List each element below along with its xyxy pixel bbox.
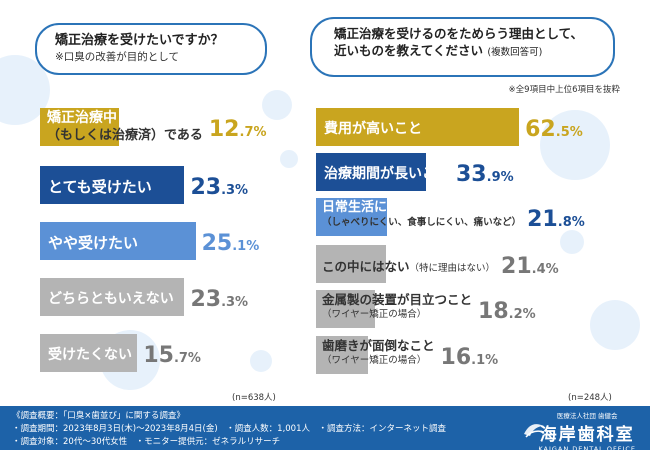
left-question-box: 矯正治療を受けたいですか？ ※口臭の改善が目的として — [35, 23, 267, 75]
left-bar-label: とても受けたい — [48, 178, 152, 196]
right-pct: 21.4% — [501, 254, 559, 279]
right-bar — [316, 153, 427, 191]
right-question-box: 矯正治療を受けるのをためらう理由として、 近いものを教えてください (複数回答可… — [310, 17, 615, 77]
right-question-line2: 近いものを教えてください (複数回答可) — [334, 43, 543, 58]
left-pct: 25.1% — [201, 231, 260, 256]
right-pct: 33.9% — [456, 162, 514, 187]
right-note: ※全9項目中上位6項目を抜粋 — [508, 85, 620, 95]
left-pct: 12.7% — [208, 117, 267, 142]
decor-bubble — [540, 110, 610, 180]
left-bar-label: 矯正治療中 （もしくは治療済）である — [47, 110, 203, 143]
right-bar-label: 金属製の装置が目立つこと （ワイヤー矯正の場合） — [322, 292, 473, 320]
right-bar-label: この中にはない（特に理由はない） — [322, 259, 496, 274]
decor-bubble — [250, 350, 272, 372]
clinic-logo-icon — [524, 424, 545, 438]
right-bar — [316, 245, 386, 283]
left-pct: 23.3% — [190, 175, 249, 200]
decor-bubble — [280, 150, 298, 168]
left-pct: 23.3% — [190, 287, 249, 312]
right-bar-label: 治療期間が長いこと — [324, 166, 450, 182]
left-n: (n=638人) — [232, 393, 276, 403]
left-question-subtitle: ※口臭の改善が目的として — [55, 51, 179, 63]
right-bar — [316, 108, 520, 146]
left-bar — [40, 108, 119, 146]
left-bar-label: やや受けたい — [48, 234, 139, 252]
left-bar — [40, 334, 138, 372]
decor-bubble — [560, 230, 584, 254]
right-n: (n=248人) — [568, 393, 612, 403]
right-bar — [316, 290, 376, 328]
right-question-sub: (複数回答可) — [487, 47, 543, 58]
left-question-title: 矯正治療を受けたいですか？ — [55, 33, 224, 48]
survey-footer: 《調査概要：「口臭×歯並び」に関する調査》 ・調査期間：2023年8月3日(木)… — [0, 406, 650, 453]
left-bar — [40, 222, 196, 260]
right-bar — [316, 198, 387, 236]
right-pct: 16.1% — [440, 345, 499, 370]
footer-target: ・調査対象：20代〜30代女性 ・モニター提供元：ゼネラルリサーチ — [12, 437, 281, 447]
right-bar-label: 歯磨きが面倒なこと （ワイヤー矯正の場合） — [322, 338, 435, 366]
right-question-line1: 矯正治療を受けるのをためらう理由として、 — [334, 26, 584, 41]
right-bar-label: 費用が高いこと — [324, 121, 422, 137]
footer-title: 《調査概要：「口臭×歯並び」に関する調査》 — [12, 411, 185, 421]
left-bar — [40, 166, 185, 204]
left-bar-label: どちらともいえない — [48, 291, 174, 307]
left-bar — [40, 278, 185, 316]
right-pct: 62.5% — [525, 117, 583, 142]
decor-bubble — [590, 300, 640, 350]
right-pct: 21.8% — [527, 207, 585, 232]
right-bar — [316, 336, 369, 374]
left-pct: 15.7% — [143, 343, 201, 368]
footer-period: ・調査期間：2023年8月3日(木)〜2023年8月4日(金) ・調査人数：1,… — [12, 424, 446, 434]
clinic-logo: 医療法人社団 歯健会 海岸歯科室 KAIGAN DENTAL OFFICE — [538, 412, 636, 453]
right-bar-label: 日常生活に支障があること （しゃべりにくい、食事しにくい、痛いなど） — [322, 200, 522, 228]
decor-bubble — [262, 90, 292, 120]
right-pct: 18.2% — [478, 299, 536, 324]
left-bar-label: 受けたくない — [48, 347, 132, 363]
